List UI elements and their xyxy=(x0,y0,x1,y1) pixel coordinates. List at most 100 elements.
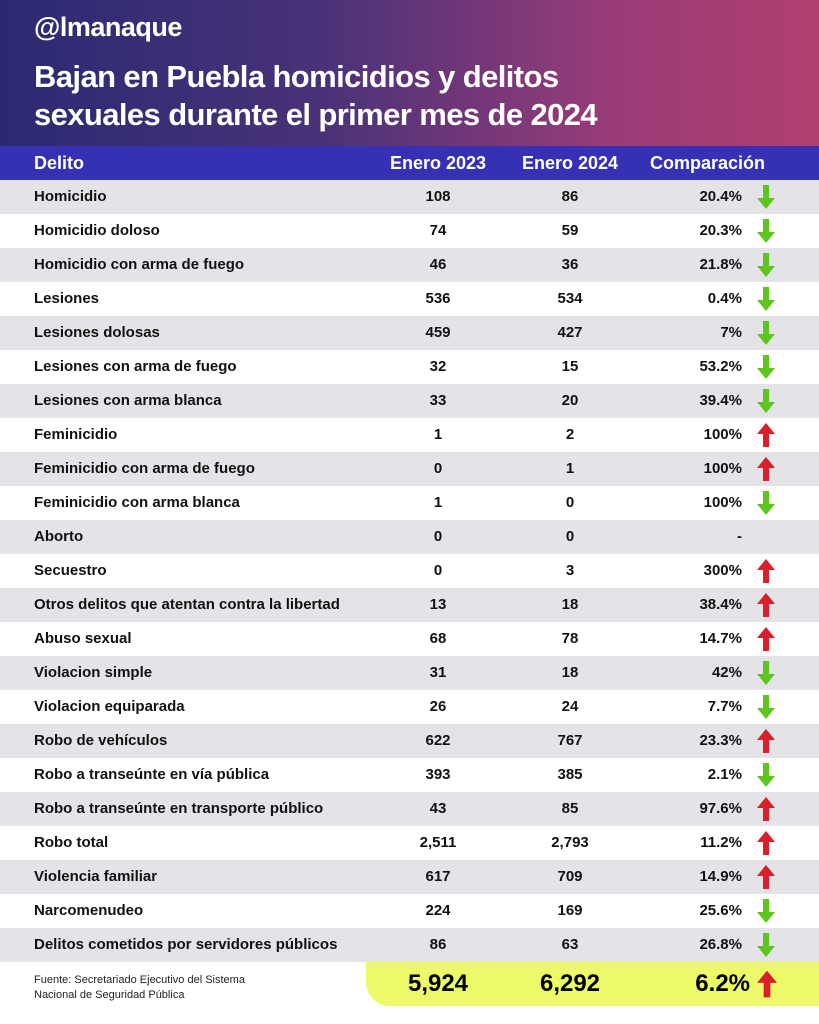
delito-cell: Violacion equiparada xyxy=(34,698,185,715)
enero-2024-cell: 2,793 xyxy=(551,834,589,851)
arrow-down-icon xyxy=(757,389,775,413)
delito-cell: Feminicidio con arma de fuego xyxy=(34,460,255,477)
comparacion-cell: 14.9% xyxy=(699,868,742,885)
table-row: Lesiones dolosas 459 427 7% xyxy=(0,316,819,350)
table-row: Homicidio 108 86 20.4% xyxy=(0,180,819,214)
enero-2023-cell: 13 xyxy=(429,596,447,613)
delito-cell: Violencia familiar xyxy=(34,868,158,885)
enero-2023-cell: 46 xyxy=(429,256,447,273)
comparacion-cell: 0.4% xyxy=(707,290,742,307)
delito-cell: Homicidio doloso xyxy=(34,222,160,239)
enero-2024-cell: 24 xyxy=(561,698,579,715)
comparacion-cell: - xyxy=(737,528,742,545)
enero-2024-cell: 0 xyxy=(565,528,575,545)
enero-2024-cell: 767 xyxy=(557,732,583,749)
table-row: Violacion simple 31 18 42% xyxy=(0,656,819,690)
arrow-down-icon xyxy=(757,185,775,209)
enero-2024-cell: 534 xyxy=(557,290,583,307)
delito-cell: Robo total xyxy=(34,834,109,851)
page-title: Bajan en Puebla homicidios y delitos sex… xyxy=(34,58,598,134)
table-row: Robo de vehículos 622 767 23.3% xyxy=(0,724,819,758)
table-row: Homicidio con arma de fuego 46 36 21.8% xyxy=(0,248,819,282)
delito-cell: Abuso sexual xyxy=(34,630,132,647)
enero-2023-cell: 43 xyxy=(429,800,447,817)
arrow-up-icon xyxy=(757,729,775,753)
enero-2024-cell: 427 xyxy=(557,324,583,341)
table-row: Lesiones 536 534 0.4% xyxy=(0,282,819,316)
comparacion-cell: 25.6% xyxy=(699,902,742,919)
enero-2024-cell: 20 xyxy=(561,392,579,409)
enero-2024-cell: 18 xyxy=(561,664,579,681)
arrow-up-icon xyxy=(757,627,775,651)
comparacion-cell: 7% xyxy=(720,324,742,341)
comparacion-cell: 7.7% xyxy=(707,698,742,715)
enero-2023-cell: 617 xyxy=(425,868,451,885)
delito-cell: Feminicidio con arma blanca xyxy=(34,494,240,511)
delito-cell: Robo de vehículos xyxy=(34,732,168,749)
table-row: Abuso sexual 68 78 14.7% xyxy=(0,622,819,656)
enero-2023-cell: 31 xyxy=(429,664,447,681)
comparacion-cell: 53.2% xyxy=(699,358,742,375)
enero-2024-cell: 1 xyxy=(565,460,575,477)
enero-2024-cell: 63 xyxy=(561,936,579,953)
comparacion-cell: 21.8% xyxy=(699,256,742,273)
table-row: Feminicidio 1 2 100% xyxy=(0,418,819,452)
total-comparacion: 6.2% xyxy=(695,970,750,997)
enero-2024-cell: 709 xyxy=(557,868,583,885)
enero-2023-cell: 0 xyxy=(433,528,443,545)
table-row: Robo a transeúnte en transporte público 4… xyxy=(0,792,819,826)
enero-2024-cell: 78 xyxy=(561,630,579,647)
delito-cell: Lesiones con arma de fuego xyxy=(34,358,237,375)
total-2023: 5,924 xyxy=(407,970,469,997)
arrow-down-icon xyxy=(757,763,775,787)
title-line-2: sexuales durante el primer mes de 2024 xyxy=(34,97,598,132)
col-enero-2024: Enero 2024 xyxy=(521,153,619,173)
delito-cell: Robo a transeúnte en vía pública xyxy=(34,766,270,783)
enero-2023-cell: 86 xyxy=(429,936,447,953)
delito-cell: Secuestro xyxy=(34,562,107,579)
table-row: Robo total 2,511 2,793 11.2% xyxy=(0,826,819,860)
table-header: Delito Enero 2023 Enero 2024 Comparación xyxy=(0,146,819,180)
enero-2024-cell: 18 xyxy=(561,596,579,613)
enero-2023-cell: 622 xyxy=(425,732,451,749)
comparacion-cell: 97.6% xyxy=(699,800,742,817)
enero-2024-cell: 59 xyxy=(561,222,579,239)
arrow-down-icon xyxy=(757,253,775,277)
enero-2023-cell: 74 xyxy=(429,222,447,239)
table-row: Robo a transeúnte en vía pública 393 385 2.… xyxy=(0,758,819,792)
enero-2023-cell: 2,511 xyxy=(419,834,457,851)
delito-cell: Homicidio xyxy=(34,188,107,205)
arrow-down-icon xyxy=(757,695,775,719)
brand-logo: @lmanaque xyxy=(34,12,182,42)
enero-2023-cell: 459 xyxy=(425,324,451,341)
comparacion-cell: 11.2% xyxy=(700,834,742,851)
table-row: Violacion equiparada 26 24 7.7% xyxy=(0,690,819,724)
delito-cell: Feminicidio xyxy=(34,426,118,443)
enero-2023-cell: 0 xyxy=(433,562,443,579)
table-row: Narcomenudeo 224 169 25.6% xyxy=(0,894,819,928)
arrow-up-icon xyxy=(757,457,775,481)
table-row: Feminicidio con arma de fuego 0 1 100% xyxy=(0,452,819,486)
delito-cell: Lesiones dolosas xyxy=(34,324,160,341)
comparacion-cell: 14.7% xyxy=(699,630,742,647)
table-row: Delitos cometidos por servidores público… xyxy=(0,928,819,962)
enero-2024-cell: 0 xyxy=(565,494,575,511)
arrow-down-icon xyxy=(757,899,775,923)
table-row: Homicidio doloso 74 59 20.3% xyxy=(0,214,819,248)
total-2024: 6,292 xyxy=(539,970,601,997)
enero-2024-cell: 2 xyxy=(565,426,575,443)
comparacion-cell: 38.4% xyxy=(699,596,742,613)
col-comparacion: Comparación xyxy=(650,153,766,173)
arrow-up-icon xyxy=(757,593,775,617)
enero-2023-cell: 0 xyxy=(433,460,443,477)
col-delito: Delito xyxy=(34,153,85,173)
enero-2023-cell: 33 xyxy=(429,392,447,409)
table-row: Violencia familiar 617 709 14.9% xyxy=(0,860,819,894)
source-line-2: Nacional de Seguridad Pública xyxy=(34,989,185,1001)
enero-2024-cell: 36 xyxy=(561,256,579,273)
delito-cell: Narcomenudeo xyxy=(34,902,144,919)
comparacion-cell: 20.3% xyxy=(699,222,742,239)
arrow-up-icon xyxy=(757,559,775,583)
enero-2023-cell: 68 xyxy=(429,630,447,647)
arrow-down-icon xyxy=(757,287,775,311)
